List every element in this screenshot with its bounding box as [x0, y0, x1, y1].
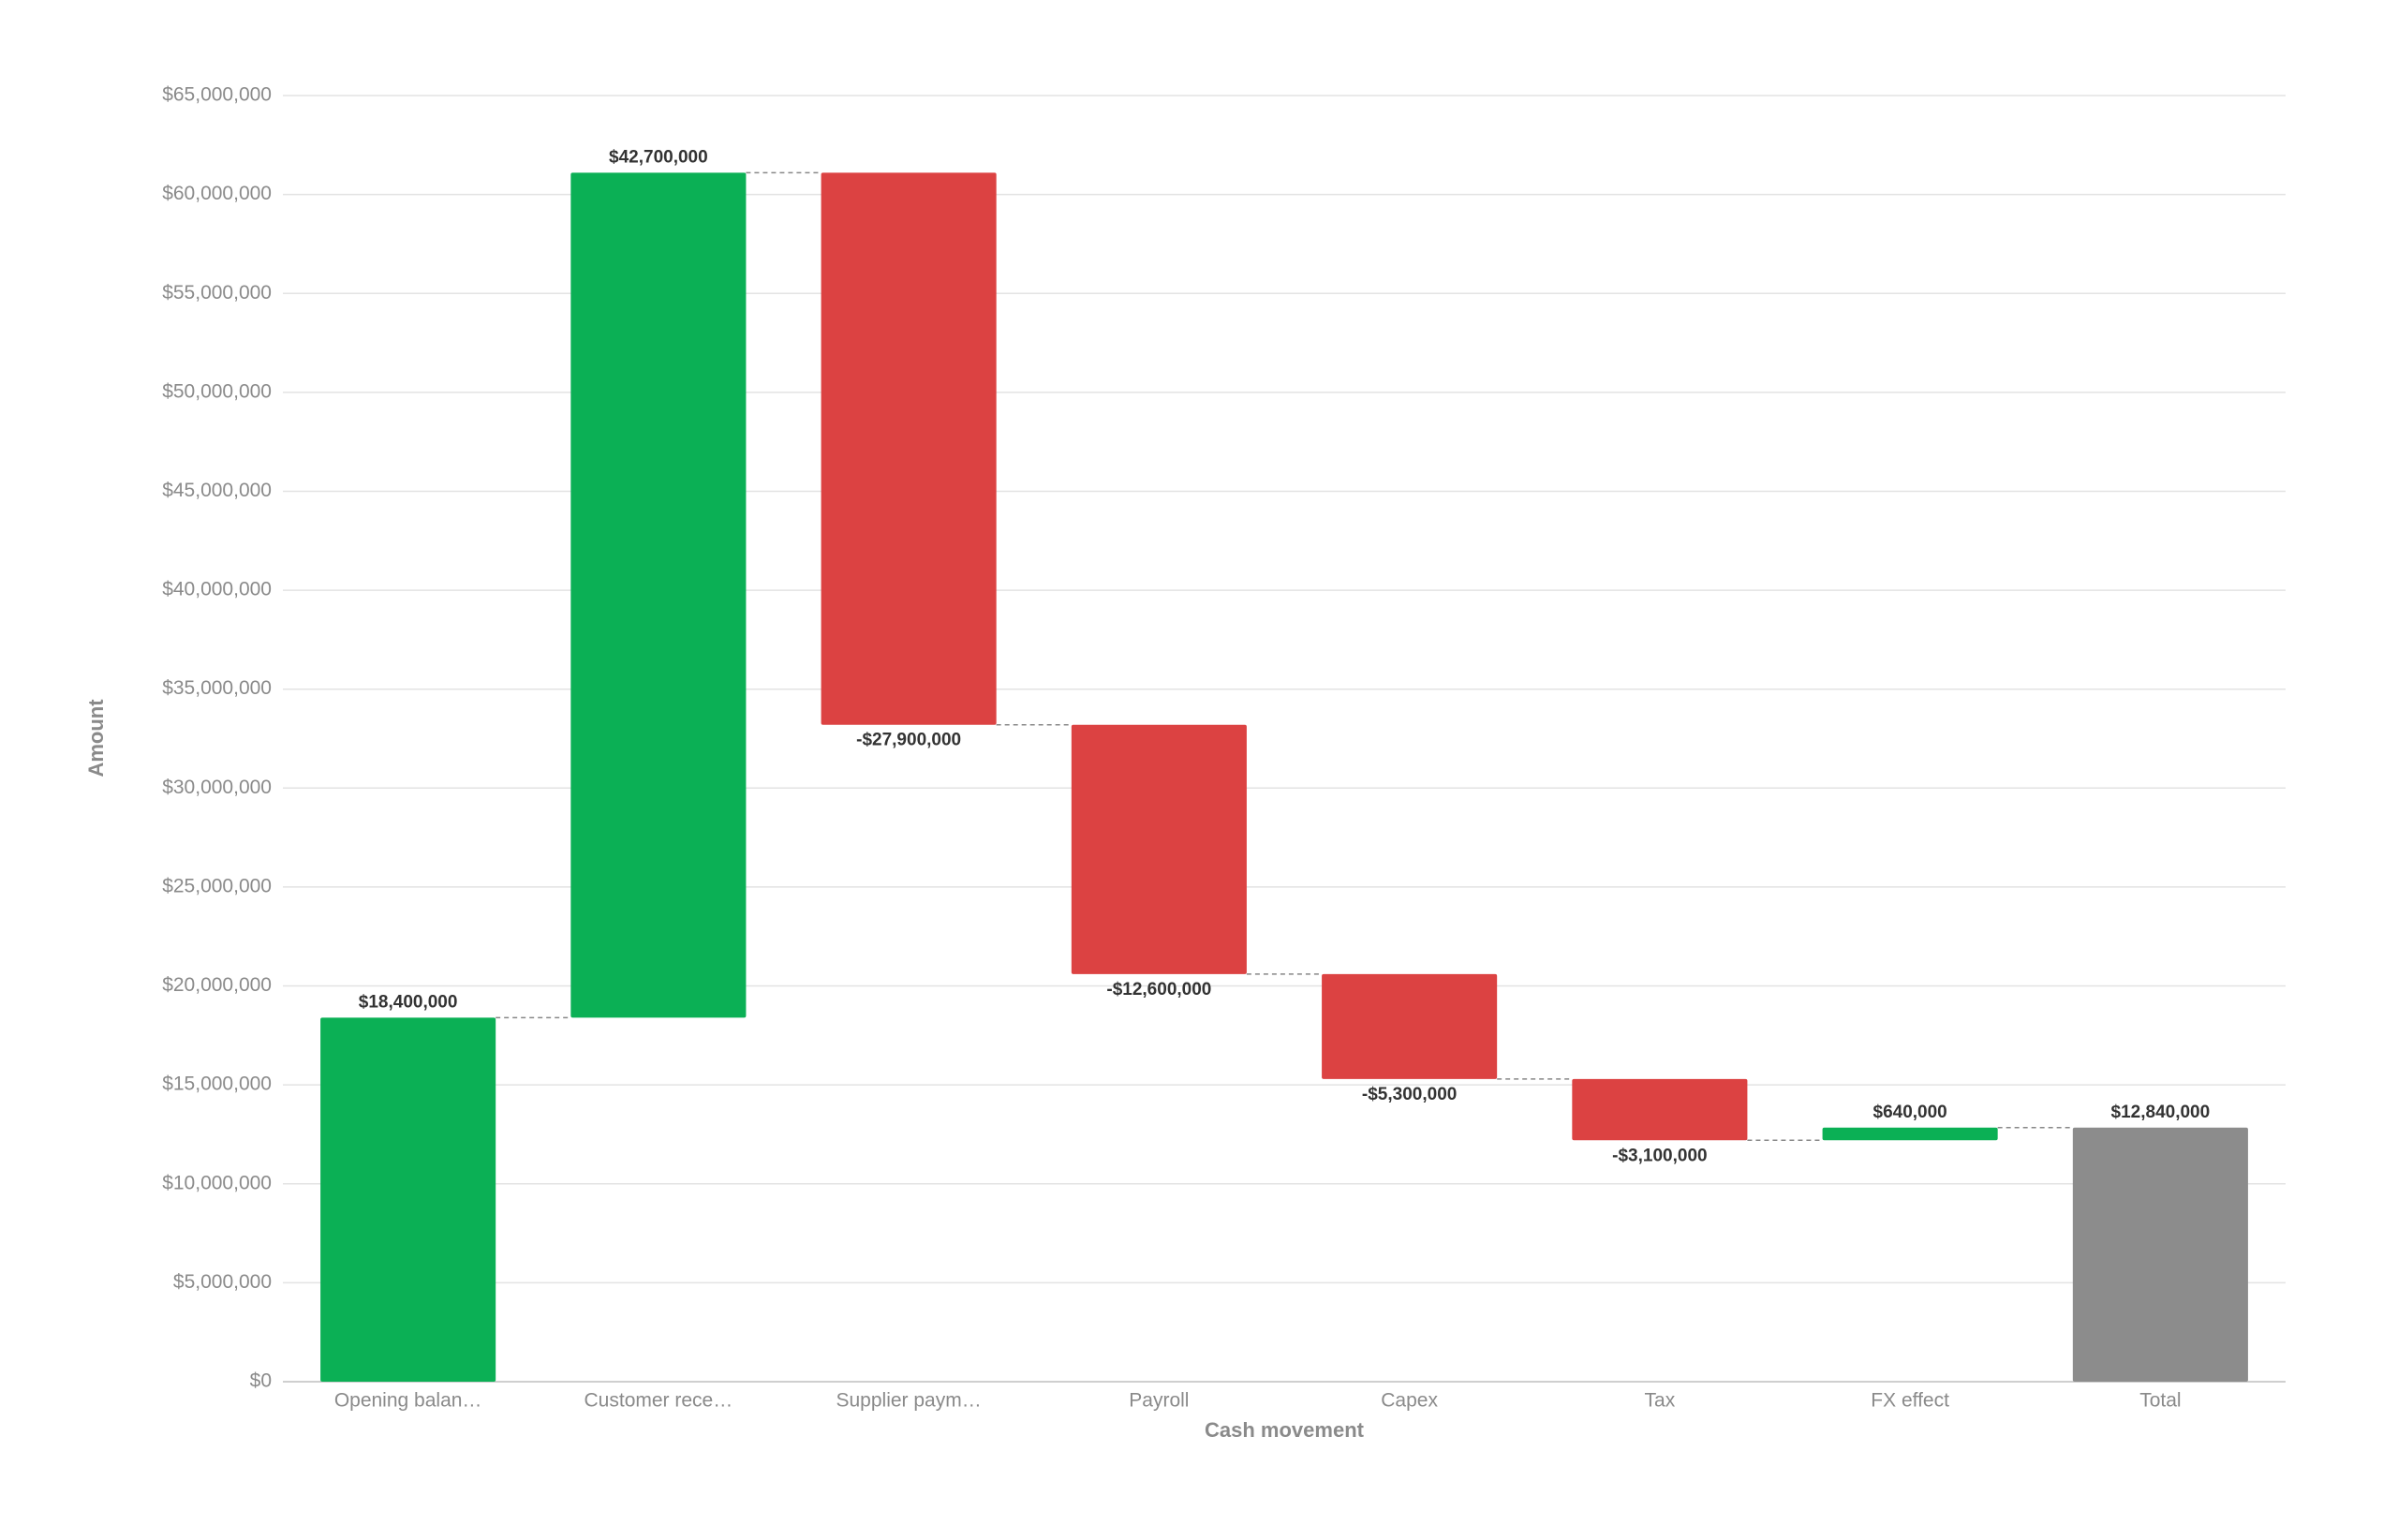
y-tick-label: $15,000,000	[162, 1074, 272, 1095]
y-tick-label: $20,000,000	[162, 974, 272, 996]
bar	[821, 172, 997, 725]
value-label: $640,000	[1873, 1103, 1947, 1122]
y-tick-label: $30,000,000	[162, 777, 272, 798]
value-label: -$12,600,000	[1106, 980, 1211, 1000]
x-tick-label: Capex	[1381, 1390, 1438, 1412]
x-tick-label: Customer rece…	[585, 1390, 733, 1412]
bar	[1572, 1078, 1748, 1141]
bar	[320, 1017, 496, 1382]
y-tick-label: $65,000,000	[162, 84, 272, 106]
value-label: -$27,900,000	[856, 731, 961, 750]
x-tick-label: Opening balan…	[334, 1390, 482, 1412]
x-tick-label: Total	[2139, 1390, 2181, 1412]
value-label: -$5,300,000	[1362, 1085, 1457, 1104]
y-tick-label: $10,000,000	[162, 1172, 272, 1193]
y-tick-label: $35,000,000	[162, 677, 272, 699]
bar	[570, 172, 747, 1018]
bar	[2072, 1127, 2248, 1382]
x-tick-label: Payroll	[1129, 1390, 1189, 1412]
y-tick-label: $0	[250, 1370, 272, 1392]
x-axis-title: Cash movement	[1205, 1418, 1365, 1442]
y-tick-label: $40,000,000	[162, 579, 272, 600]
y-tick-label: $50,000,000	[162, 380, 272, 402]
x-tick-label: Tax	[1645, 1390, 1676, 1412]
y-tick-label: $45,000,000	[162, 480, 272, 501]
value-label: $42,700,000	[609, 147, 708, 167]
bar	[1822, 1127, 1998, 1141]
y-tick-label: $60,000,000	[162, 183, 272, 204]
y-axis-title: Amount	[84, 699, 108, 777]
y-tick-label: $55,000,000	[162, 282, 272, 304]
value-label: -$3,100,000	[1612, 1146, 1707, 1165]
y-tick-label: $25,000,000	[162, 875, 272, 896]
y-tick-label: $5,000,000	[173, 1271, 272, 1293]
x-tick-label: Supplier paym…	[836, 1390, 982, 1412]
value-label: $18,400,000	[359, 992, 458, 1012]
x-tick-label: FX effect	[1871, 1390, 1949, 1412]
bar	[1071, 724, 1247, 974]
value-label: $12,840,000	[2111, 1103, 2211, 1122]
bar	[1322, 973, 1498, 1079]
